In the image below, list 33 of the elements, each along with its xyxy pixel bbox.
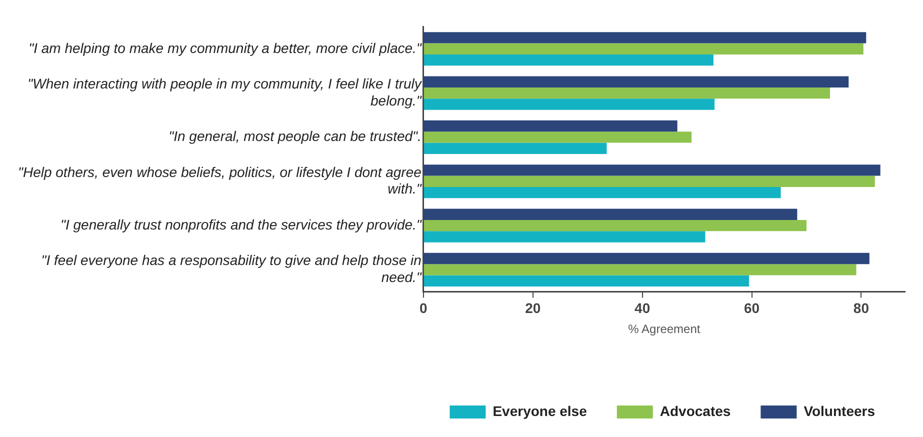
bar bbox=[424, 186, 781, 198]
y-tick-label: "In general, most people can be trusted". bbox=[168, 128, 422, 144]
x-tick-label: 20 bbox=[525, 300, 541, 316]
bar bbox=[424, 32, 866, 44]
y-tick-label: "I am helping to make my community a better, more civil place." bbox=[28, 40, 422, 56]
x-tick-label: 40 bbox=[634, 300, 650, 316]
x-tick-label: 60 bbox=[744, 300, 760, 316]
bar bbox=[424, 120, 678, 132]
bar bbox=[424, 164, 880, 176]
legend-label: Advocates bbox=[660, 402, 731, 419]
bar bbox=[424, 176, 875, 187]
bar bbox=[424, 142, 607, 154]
bar bbox=[424, 54, 714, 66]
y-tick-label: "When interacting with people in my community, I feel like I truly belong." bbox=[28, 76, 422, 108]
bar bbox=[424, 43, 864, 54]
bar bbox=[424, 76, 849, 88]
bar bbox=[424, 231, 706, 242]
legend-label: Volunteers bbox=[804, 402, 876, 419]
bar bbox=[424, 275, 750, 286]
x-tick-label: 0 bbox=[420, 300, 428, 316]
bar bbox=[424, 132, 692, 143]
x-tick-label: 80 bbox=[853, 300, 870, 316]
y-tick-label: "I feel everyone has a responsability to give and help those in need." bbox=[41, 252, 422, 286]
legend-label: Everyone else bbox=[492, 402, 588, 419]
y-tick-label: "Help others, even whose beliefs, politics, or lifestyle I dont agree with." bbox=[18, 164, 422, 197]
x-axis-title: % Agreement bbox=[628, 322, 701, 336]
bar bbox=[424, 264, 856, 276]
bar bbox=[424, 252, 870, 264]
bar bbox=[424, 87, 830, 99]
bar bbox=[424, 208, 798, 220]
y-tick-label: "I generally trust nonprofits and the services they provide." bbox=[60, 216, 422, 232]
bar bbox=[424, 220, 806, 232]
bar bbox=[424, 98, 715, 110]
